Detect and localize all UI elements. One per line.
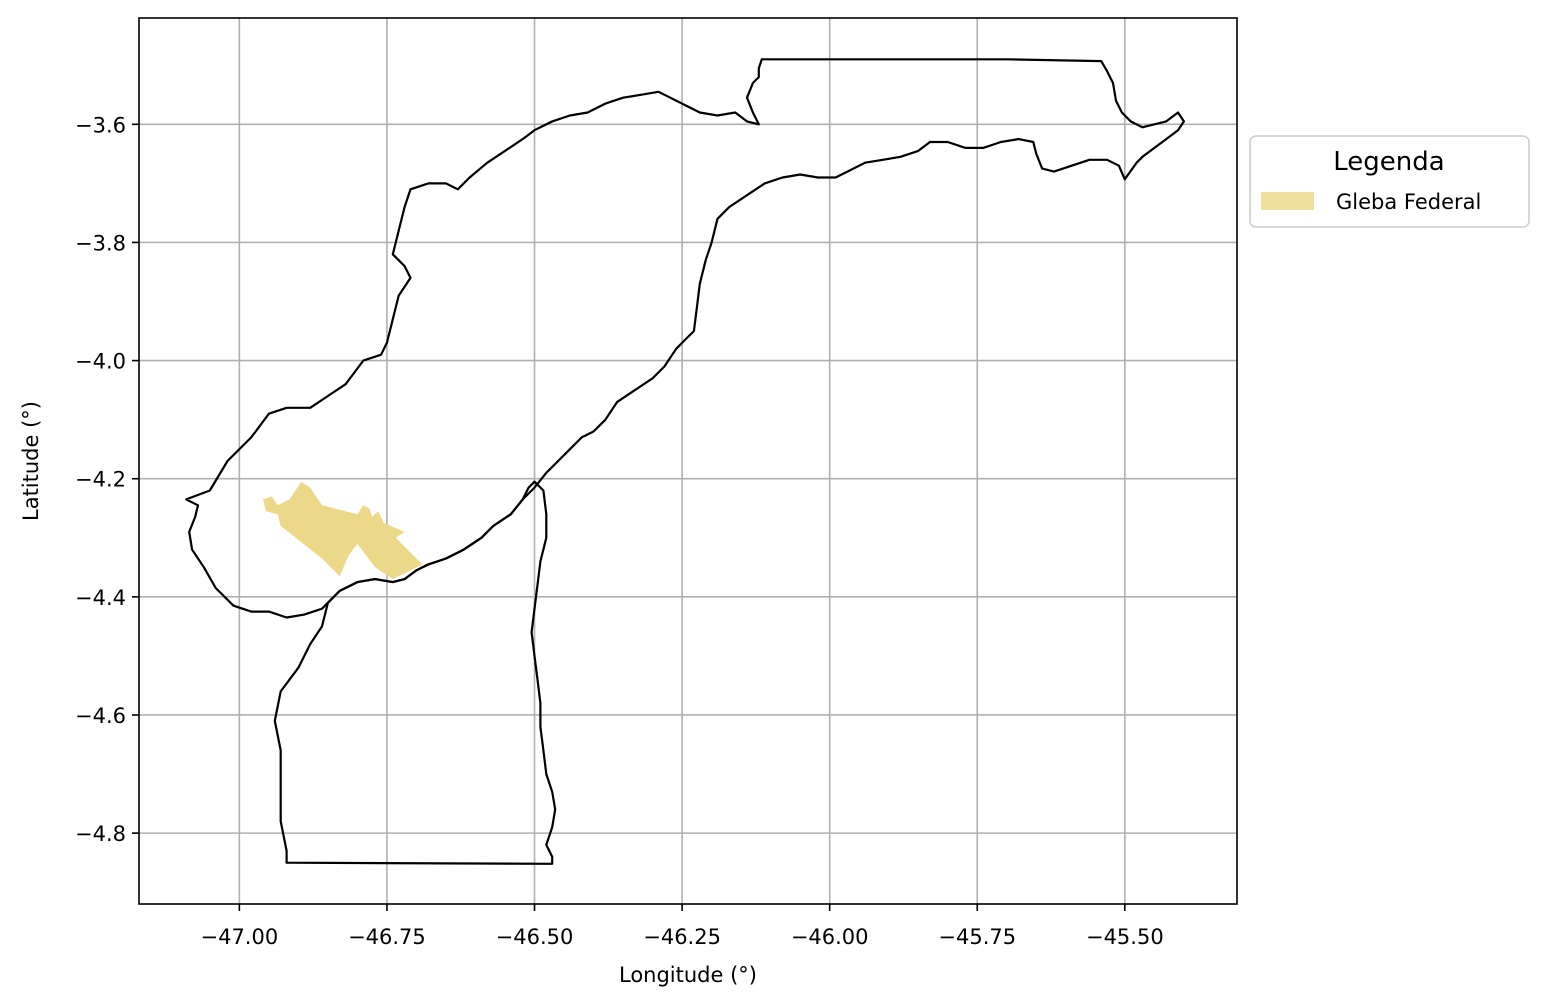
x-tick-label: −46.25 — [643, 925, 721, 949]
y-tick-label: −4.8 — [75, 822, 126, 846]
x-tick-label: −47.00 — [200, 925, 278, 949]
y-tick-label: −3.8 — [75, 231, 126, 255]
axis-ticks: −47.00 −46.75 −46.50 −46.25 −46.00 −45.75 −45.… — [75, 113, 1164, 949]
legend: Legenda Gleba Federal — [1249, 135, 1530, 228]
x-tick-label: −46.50 — [496, 925, 574, 949]
grid-lines — [139, 18, 1237, 904]
y-axis-label: Latitude (°) — [19, 401, 43, 521]
x-tick-label: −45.75 — [938, 925, 1016, 949]
x-tick-label: −46.00 — [791, 925, 869, 949]
y-tick-label: −3.6 — [75, 113, 126, 137]
y-tick-label: −4.6 — [75, 704, 126, 728]
gleba-federal-shape — [263, 481, 423, 580]
x-axis-label: Longitude (°) — [619, 963, 757, 987]
x-tick-label: −46.75 — [348, 925, 426, 949]
boundary-south-outline — [273, 480, 557, 865]
plot-frame — [138, 17, 1238, 905]
y-tick-label: −4.0 — [75, 350, 126, 374]
legend-label-gleba: Gleba Federal — [1336, 190, 1481, 214]
legend-box — [1249, 135, 1530, 228]
map-layers — [185, 58, 1185, 865]
y-tick-label: −4.2 — [75, 468, 126, 492]
y-tick-label: −4.4 — [75, 586, 126, 610]
x-tick-label: −45.50 — [1086, 925, 1164, 949]
legend-swatch-gleba — [1261, 192, 1314, 210]
legend-title: Legenda — [1333, 147, 1444, 177]
